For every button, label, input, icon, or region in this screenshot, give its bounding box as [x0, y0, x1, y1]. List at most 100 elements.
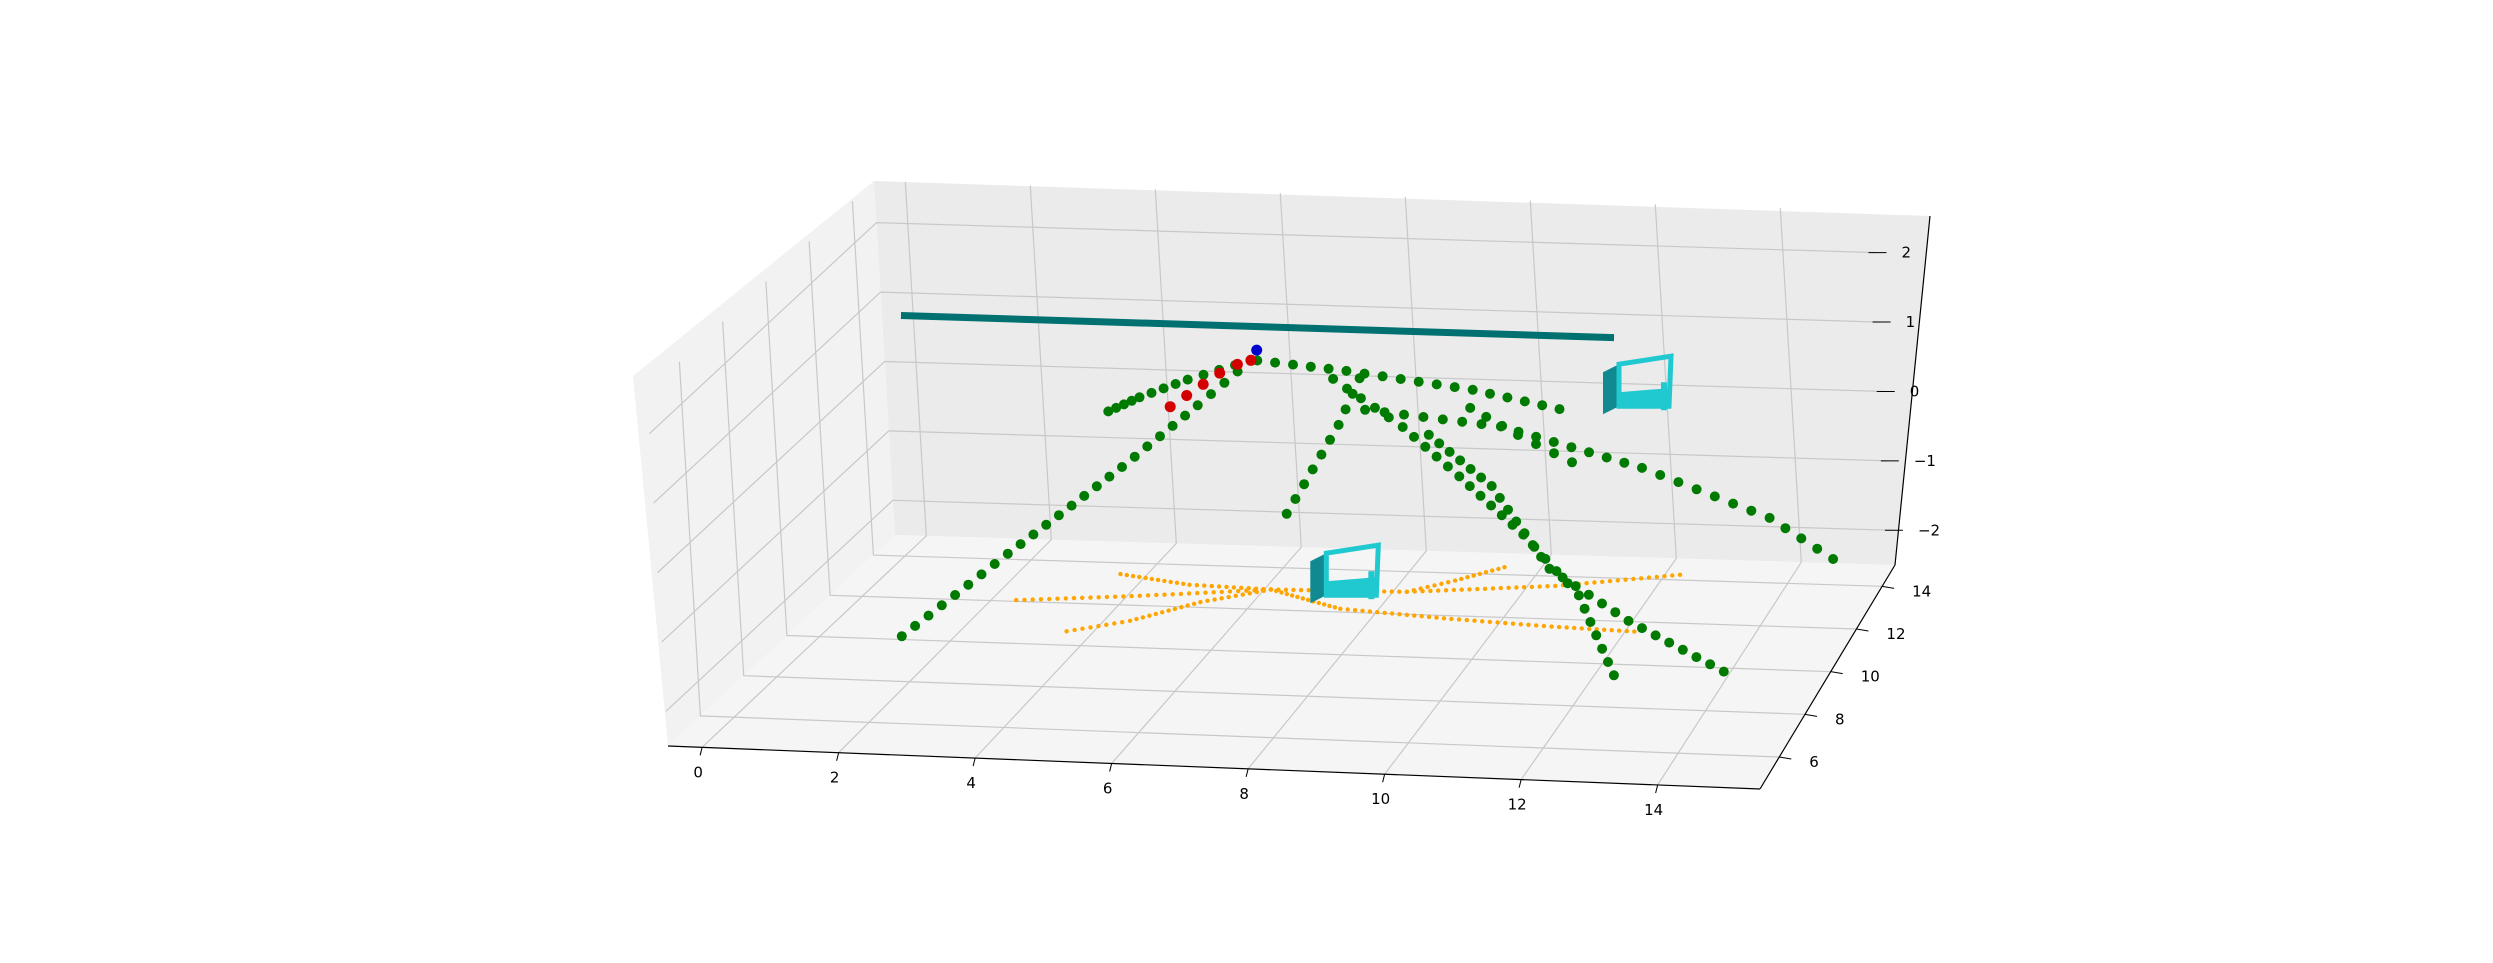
green-dot-24 — [936, 600, 947, 611]
orange-dot-100 — [1631, 576, 1636, 582]
orange-dot-34 — [1191, 601, 1197, 606]
blue-dot-0 — [1251, 344, 1263, 356]
orange-dot-46 — [1112, 621, 1117, 626]
y-tick-label-4: 14 — [1912, 582, 1931, 600]
green-dot-18 — [1015, 539, 1026, 550]
grid-lines — [649, 181, 1893, 786]
z-tick-label-2: 0 — [1910, 382, 1920, 400]
cyan-box-leg — [1368, 571, 1375, 600]
green-dot-86 — [1608, 670, 1619, 681]
orange-dot-86 — [1521, 585, 1527, 590]
orange-dot-22 — [1118, 571, 1123, 577]
green-dot-138 — [1691, 652, 1702, 663]
green-dot-4 — [1192, 400, 1203, 411]
orange-dot-136 — [1456, 617, 1462, 622]
orange-dot-169 — [1195, 590, 1200, 596]
green-dot-5 — [1180, 410, 1191, 421]
orange-dot-133 — [1434, 615, 1439, 620]
green-dot-154 — [1513, 430, 1523, 440]
orange-dot-95 — [1592, 580, 1597, 585]
red-dot-5 — [1245, 354, 1257, 366]
green-dot-143 — [1340, 404, 1351, 415]
orange-dot-195 — [1425, 584, 1430, 590]
green-dot-56 — [1519, 396, 1530, 407]
green-dot-144 — [1333, 419, 1344, 430]
cyan-box-0 — [1603, 353, 1674, 415]
green-dot-146 — [1316, 449, 1327, 460]
orange-dot-112 — [1295, 594, 1300, 600]
green-dot-32 — [1182, 374, 1193, 385]
orange-dot-48 — [1096, 623, 1101, 629]
green-dot-84 — [1597, 643, 1608, 654]
orange-dot-43 — [1134, 616, 1139, 622]
green-dot-90 — [1418, 412, 1429, 422]
orange-dot-106 — [1677, 572, 1683, 577]
orange-dot-75 — [1436, 588, 1441, 593]
green-dot-134 — [1637, 623, 1647, 634]
orange-dot-55 — [1283, 587, 1289, 592]
orange-dot-88 — [1537, 584, 1542, 589]
orange-dot-4 — [1239, 585, 1244, 590]
green-dot-9 — [1129, 451, 1140, 462]
green-dot-149 — [1290, 494, 1301, 504]
orange-dot-175 — [1145, 593, 1151, 598]
green-dot-142 — [1347, 388, 1358, 399]
grid-line-y-4 — [851, 201, 1883, 587]
green-dot-103 — [1655, 470, 1666, 480]
orange-dot-14 — [1168, 579, 1173, 585]
green-dot-132 — [1610, 607, 1621, 618]
orange-dot-27 — [1240, 592, 1246, 597]
orange-dot-35 — [1185, 603, 1190, 608]
green-dot-150 — [1281, 508, 1292, 519]
orange-dot-90 — [1553, 583, 1558, 589]
cyan-box-side — [1603, 364, 1619, 415]
orange-dot-183 — [1080, 595, 1085, 600]
orange-dot-33 — [1198, 599, 1203, 605]
orange-dot-120 — [1338, 606, 1343, 611]
orange-dot-15 — [1162, 578, 1167, 584]
green-dot-39 — [1111, 402, 1122, 413]
orange-dot-21 — [1124, 572, 1130, 578]
green-dot-157 — [1567, 457, 1577, 468]
green-dot-125 — [1527, 540, 1538, 551]
orange-dot-130 — [1412, 613, 1417, 618]
orange-dot-123 — [1360, 608, 1365, 613]
orange-dot-96 — [1600, 579, 1605, 584]
green-dot-2 — [1219, 377, 1230, 388]
orange-dot-18 — [1143, 575, 1148, 581]
cyan-box-side — [1310, 553, 1327, 604]
orange-dot-83 — [1498, 585, 1504, 591]
teal-bar-line — [900, 312, 1615, 342]
x-tick-label-4: 8 — [1239, 785, 1249, 803]
orange-dot-206 — [1496, 566, 1501, 572]
orange-dot-87 — [1529, 584, 1535, 590]
orange-dot-132 — [1426, 614, 1432, 620]
orange-dot-190 — [1022, 597, 1027, 603]
green-dot-99 — [1584, 447, 1594, 458]
green-dot-19 — [1002, 548, 1013, 559]
green-dot-50 — [1413, 376, 1424, 387]
orange-dot-58 — [1306, 588, 1311, 593]
green-dot-105 — [1691, 484, 1702, 495]
orange-dot-192 — [1404, 589, 1410, 594]
x-tick-label-1: 2 — [830, 769, 840, 787]
orange-dot-159 — [1632, 629, 1637, 634]
green-dot-34 — [1158, 383, 1169, 394]
orange-dot-122 — [1352, 608, 1358, 613]
green-dot-104 — [1673, 477, 1684, 488]
orange-dot-162 — [1252, 588, 1257, 593]
green-dot-123 — [1511, 516, 1522, 527]
orange-dot-49 — [1088, 625, 1093, 630]
orange-dot-102 — [1646, 575, 1652, 580]
orange-dot-76 — [1443, 588, 1449, 593]
z-tick-label-1: −1 — [1914, 452, 1936, 470]
orange-dot-113 — [1300, 596, 1306, 601]
green-dot-37 — [1126, 395, 1137, 406]
orange-dot-32 — [1205, 598, 1210, 603]
orange-dot-13 — [1174, 580, 1180, 585]
axes-panes — [633, 181, 1930, 789]
green-dot-40 — [1103, 406, 1114, 417]
green-dot-68 — [1442, 461, 1453, 472]
green-dot-42 — [1270, 357, 1281, 368]
orange-dot-31 — [1212, 597, 1217, 602]
